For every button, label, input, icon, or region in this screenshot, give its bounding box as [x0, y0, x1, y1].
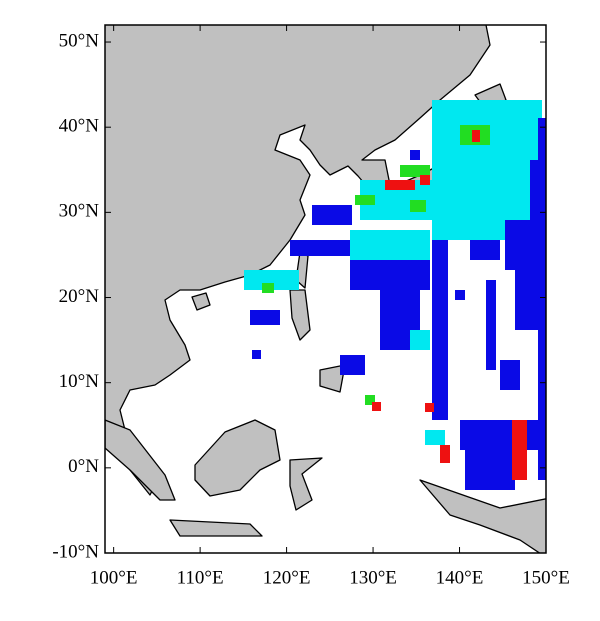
cell — [432, 240, 448, 420]
frame — [104, 24, 547, 554]
mindanao — [319, 364, 346, 393]
cell — [500, 360, 520, 390]
x-tick-label: 120°E — [263, 567, 311, 588]
y-tick-label: 50°N — [59, 30, 100, 51]
cell — [262, 283, 274, 293]
y-tick-label: 0°N — [68, 456, 99, 477]
cell — [425, 430, 445, 445]
asia-mainland — [105, 25, 491, 496]
cell — [244, 270, 299, 290]
cell — [372, 402, 381, 411]
cell — [385, 180, 415, 190]
java — [169, 519, 263, 537]
cell — [355, 195, 375, 205]
hainan — [191, 292, 211, 311]
map-body — [105, 25, 546, 553]
cell — [410, 200, 426, 212]
cell — [252, 350, 261, 359]
new-guinea — [419, 479, 546, 553]
cell — [470, 240, 500, 260]
cell — [460, 420, 540, 450]
cell — [515, 270, 546, 330]
x-tick-label: 140°E — [436, 567, 484, 588]
cell — [440, 445, 450, 463]
cell — [410, 150, 420, 160]
y-tick-label: 10°N — [59, 371, 100, 392]
cell — [290, 240, 350, 256]
y-tick-label: 30°N — [59, 201, 100, 222]
borneo — [194, 419, 281, 497]
cells — [244, 100, 546, 490]
cell — [472, 130, 480, 142]
cell — [400, 165, 430, 177]
x-tick-label: 100°E — [90, 567, 138, 588]
sulawesi — [289, 457, 323, 511]
x-tick-label: 150°E — [522, 567, 570, 588]
cell — [512, 420, 527, 480]
cell — [420, 175, 430, 185]
cell — [312, 205, 352, 225]
cell — [425, 403, 434, 412]
y-tick-label: 40°N — [59, 116, 100, 137]
cell — [465, 450, 515, 490]
cell — [455, 290, 465, 300]
cell — [538, 118, 546, 160]
sumatra — [105, 419, 176, 501]
y-tick-label: 20°N — [59, 286, 100, 307]
y-tick-label: -10°N — [52, 541, 99, 562]
cell — [410, 330, 430, 350]
luzon — [289, 289, 311, 341]
cell — [486, 280, 496, 370]
x-tick-label: 130°E — [349, 567, 397, 588]
cell — [340, 355, 365, 375]
cell — [432, 100, 542, 240]
cell — [365, 395, 375, 405]
cell — [350, 230, 430, 260]
cell — [538, 330, 546, 480]
cell — [530, 160, 546, 220]
x-tick-label: 110°E — [177, 567, 224, 588]
cell — [250, 310, 280, 325]
cell — [350, 260, 430, 290]
cell — [505, 220, 546, 270]
